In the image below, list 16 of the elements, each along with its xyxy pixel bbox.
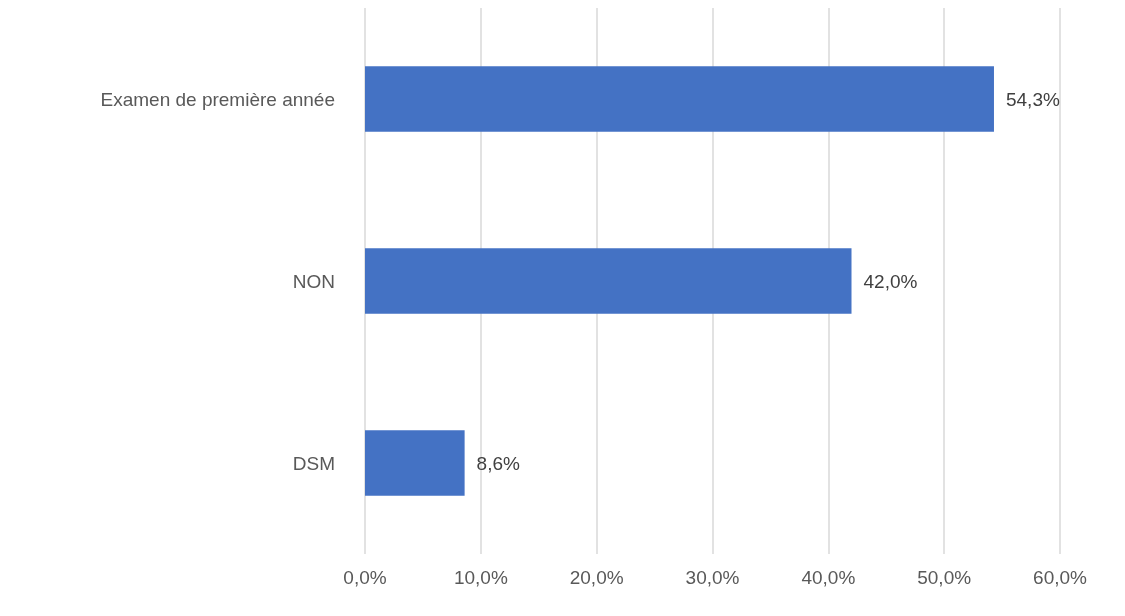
- bar: [365, 430, 465, 496]
- x-tick-label: 50,0%: [917, 567, 972, 588]
- x-tick-label: 20,0%: [569, 567, 624, 588]
- x-tick-label: 0,0%: [343, 567, 387, 588]
- data-label: 8,6%: [476, 452, 521, 474]
- bar: [365, 248, 852, 314]
- data-label: 42,0%: [863, 270, 918, 292]
- bar: [365, 66, 994, 132]
- x-tick-label: 40,0%: [801, 567, 856, 588]
- x-tick-label: 60,0%: [1033, 567, 1088, 588]
- x-tick-label: 10,0%: [453, 567, 508, 588]
- y-tick-label: NON: [292, 270, 335, 292]
- data-label: 54,3%: [1005, 88, 1060, 110]
- y-tick-label: DSM: [292, 452, 335, 474]
- y-tick-label: Examen de première année: [100, 88, 335, 110]
- x-tick-label: 30,0%: [685, 567, 740, 588]
